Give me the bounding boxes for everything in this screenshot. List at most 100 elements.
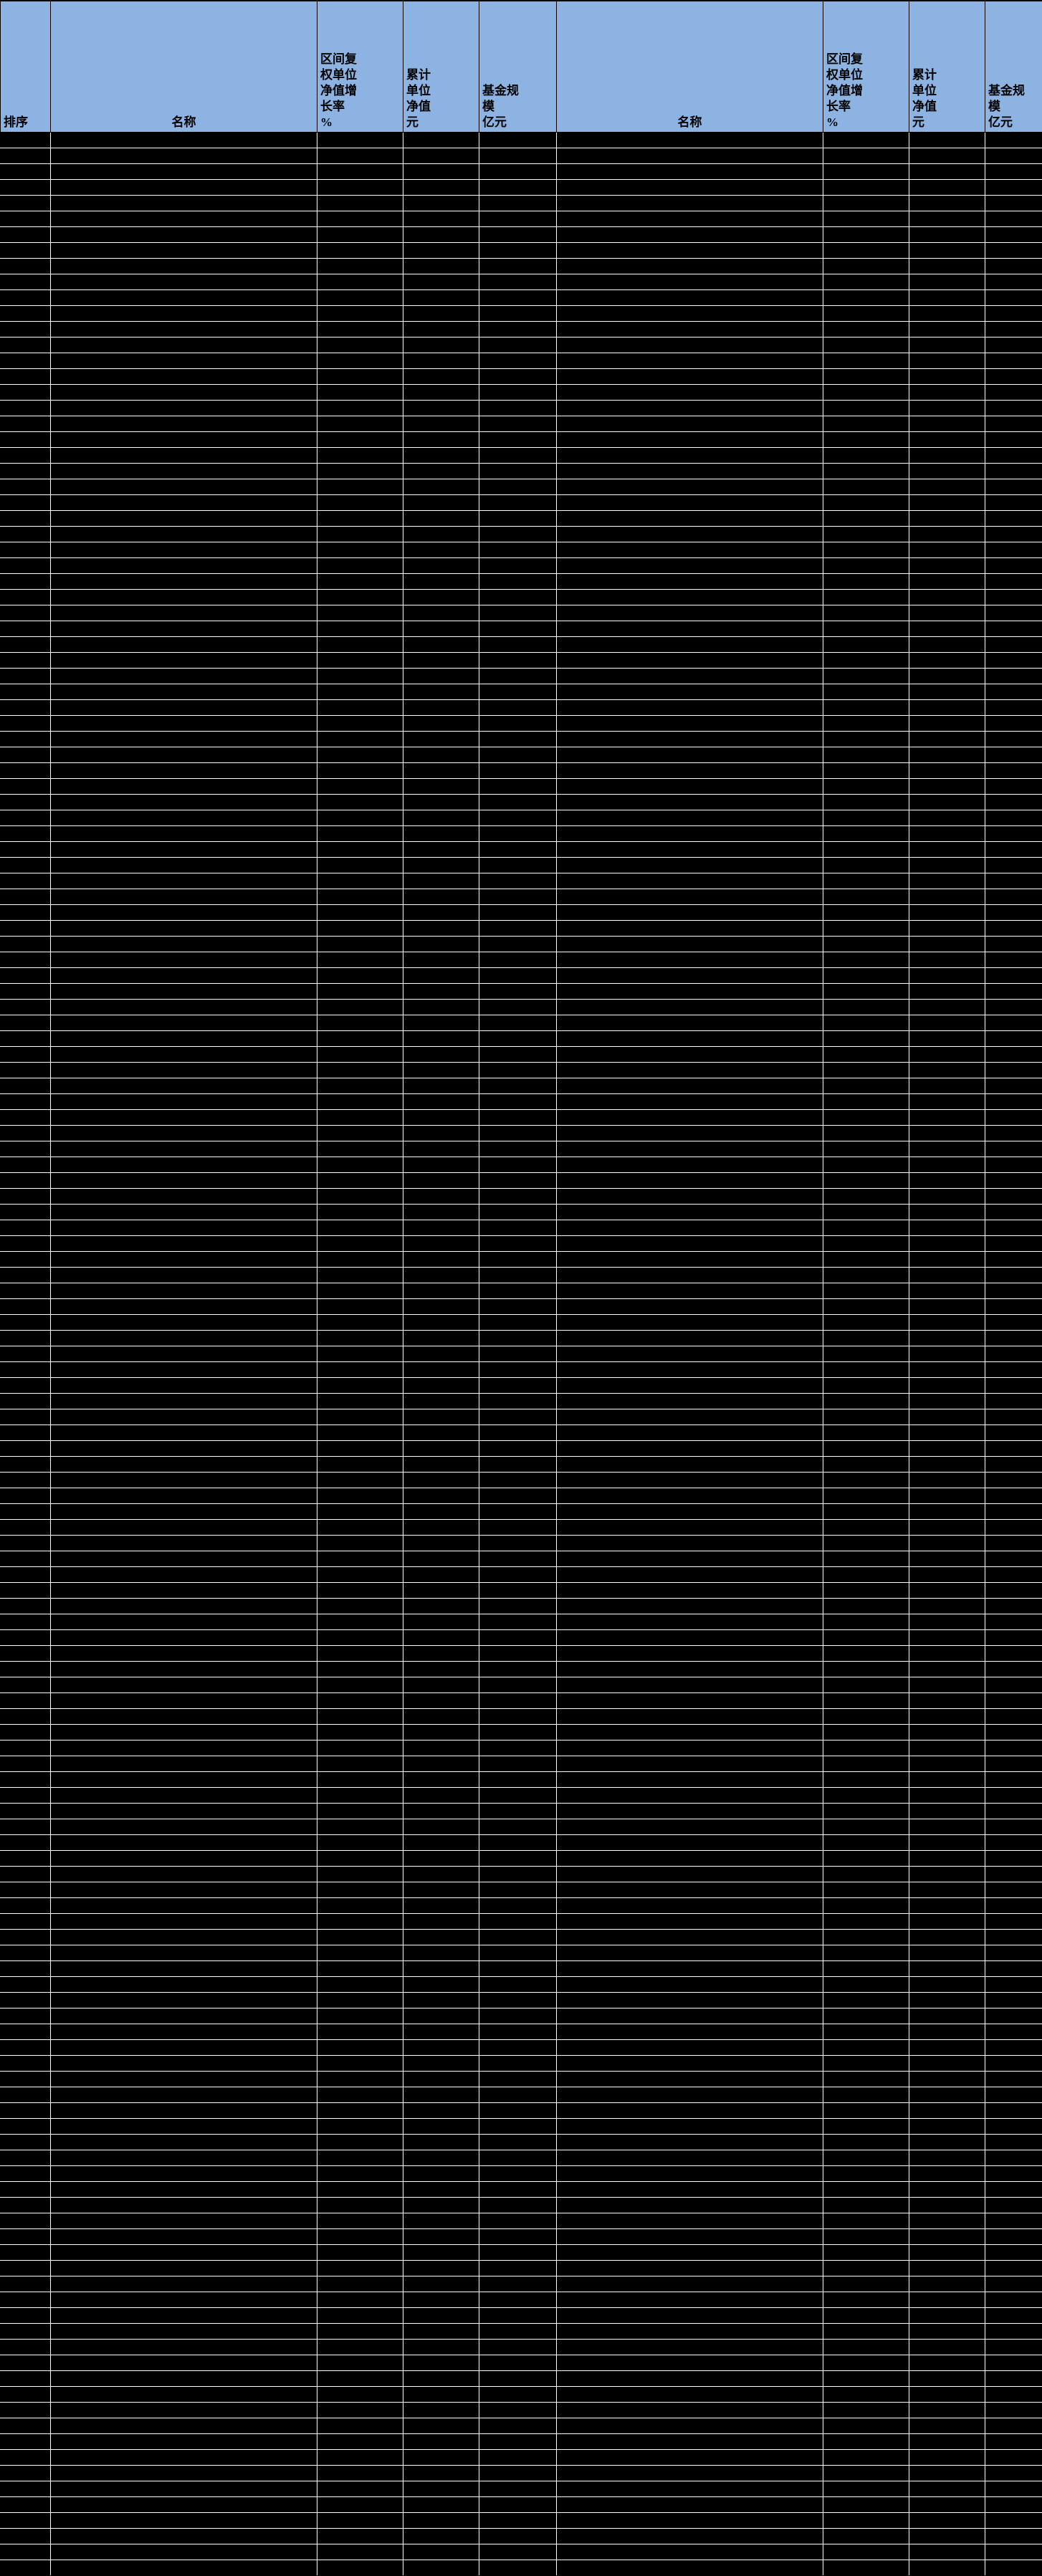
cell-size_r[interactable] xyxy=(985,164,1042,180)
cell-growth_r[interactable] xyxy=(823,2008,909,2024)
table-row[interactable] xyxy=(1,952,1042,968)
cell-name_r[interactable] xyxy=(557,984,823,1000)
cell-nav_l[interactable] xyxy=(403,1867,479,1882)
cell-size_l[interactable] xyxy=(479,1173,557,1189)
cell-growth_l[interactable] xyxy=(317,2340,403,2355)
cell-name_l[interactable] xyxy=(51,1945,317,1961)
cell-growth_r[interactable] xyxy=(823,1536,909,1551)
table-row[interactable] xyxy=(1,826,1042,842)
cell-growth_r[interactable] xyxy=(823,290,909,306)
cell-nav_r[interactable] xyxy=(909,322,985,337)
cell-growth_r[interactable] xyxy=(823,1993,909,2008)
cell-growth_l[interactable] xyxy=(317,1930,403,1945)
cell-name_l[interactable] xyxy=(51,1819,317,1835)
cell-size_l[interactable] xyxy=(479,1867,557,1882)
cell-growth_l[interactable] xyxy=(317,1015,403,1031)
cell-name_l[interactable] xyxy=(51,1898,317,1914)
table-row[interactable] xyxy=(1,1473,1042,1488)
cell-name_r[interactable] xyxy=(557,1504,823,1520)
cell-growth_r[interactable] xyxy=(823,2119,909,2135)
cell-size_r[interactable] xyxy=(985,2150,1042,2166)
cell-nav_r[interactable] xyxy=(909,779,985,795)
cell-name_r[interactable] xyxy=(557,2387,823,2403)
cell-nav_l[interactable] xyxy=(403,2371,479,2387)
cell-growth_r[interactable] xyxy=(823,1630,909,1646)
cell-growth_l[interactable] xyxy=(317,2119,403,2135)
cell-growth_l[interactable] xyxy=(317,921,403,937)
cell-growth_l[interactable] xyxy=(317,1205,403,1220)
cell-growth_l[interactable] xyxy=(317,1882,403,1898)
cell-size_l[interactable] xyxy=(479,243,557,259)
cell-growth_l[interactable] xyxy=(317,1220,403,1236)
cell-rank[interactable] xyxy=(1,1599,51,1614)
cell-growth_l[interactable] xyxy=(317,1914,403,1930)
cell-name_r[interactable] xyxy=(557,1473,823,1488)
cell-nav_r[interactable] xyxy=(909,1599,985,1614)
cell-size_l[interactable] xyxy=(479,416,557,432)
cell-size_l[interactable] xyxy=(479,1741,557,1756)
cell-name_r[interactable] xyxy=(557,1173,823,1189)
cell-growth_r[interactable] xyxy=(823,495,909,511)
cell-size_r[interactable] xyxy=(985,227,1042,243)
cell-size_r[interactable] xyxy=(985,842,1042,858)
cell-rank[interactable] xyxy=(1,1110,51,1126)
cell-nav_r[interactable] xyxy=(909,1693,985,1709)
cell-size_r[interactable] xyxy=(985,2182,1042,2198)
cell-size_r[interactable] xyxy=(985,148,1042,164)
cell-nav_r[interactable] xyxy=(909,1425,985,1441)
cell-rank[interactable] xyxy=(1,259,51,274)
cell-nav_r[interactable] xyxy=(909,605,985,621)
cell-growth_l[interactable] xyxy=(317,432,403,448)
cell-name_r[interactable] xyxy=(557,1599,823,1614)
cell-size_l[interactable] xyxy=(479,1205,557,1220)
cell-nav_l[interactable] xyxy=(403,227,479,243)
cell-growth_r[interactable] xyxy=(823,968,909,984)
cell-name_r[interactable] xyxy=(557,1378,823,1394)
cell-name_l[interactable] xyxy=(51,2150,317,2166)
cell-rank[interactable] xyxy=(1,2024,51,2040)
table-row[interactable] xyxy=(1,1835,1042,1851)
cell-nav_r[interactable] xyxy=(909,937,985,952)
cell-name_l[interactable] xyxy=(51,511,317,527)
cell-nav_r[interactable] xyxy=(909,2340,985,2355)
cell-nav_r[interactable] xyxy=(909,1063,985,1078)
cell-rank[interactable] xyxy=(1,2166,51,2182)
cell-name_r[interactable] xyxy=(557,826,823,842)
cell-nav_r[interactable] xyxy=(909,2560,985,2576)
cell-size_r[interactable] xyxy=(985,1110,1042,1126)
cell-size_r[interactable] xyxy=(985,2434,1042,2450)
cell-size_l[interactable] xyxy=(479,2497,557,2513)
table-row[interactable] xyxy=(1,1315,1042,1331)
cell-growth_l[interactable] xyxy=(317,1126,403,1141)
table-row[interactable] xyxy=(1,747,1042,763)
cell-rank[interactable] xyxy=(1,1315,51,1331)
cell-nav_l[interactable] xyxy=(403,1677,479,1693)
cell-nav_l[interactable] xyxy=(403,243,479,259)
cell-growth_l[interactable] xyxy=(317,1693,403,1709)
cell-nav_l[interactable] xyxy=(403,464,479,479)
cell-size_l[interactable] xyxy=(479,148,557,164)
cell-growth_l[interactable] xyxy=(317,1394,403,1409)
cell-growth_r[interactable] xyxy=(823,1063,909,1078)
table-row[interactable] xyxy=(1,2261,1042,2276)
cell-rank[interactable] xyxy=(1,889,51,905)
cell-growth_l[interactable] xyxy=(317,558,403,574)
cell-name_l[interactable] xyxy=(51,322,317,337)
cell-name_l[interactable] xyxy=(51,826,317,842)
cell-size_r[interactable] xyxy=(985,1220,1042,1236)
cell-name_l[interactable] xyxy=(51,1283,317,1299)
cell-size_r[interactable] xyxy=(985,732,1042,747)
cell-rank[interactable] xyxy=(1,1851,51,1867)
cell-name_r[interactable] xyxy=(557,2135,823,2150)
cell-growth_l[interactable] xyxy=(317,1488,403,1504)
cell-rank[interactable] xyxy=(1,1882,51,1898)
cell-name_l[interactable] xyxy=(51,495,317,511)
cell-name_r[interactable] xyxy=(557,1157,823,1173)
cell-nav_r[interactable] xyxy=(909,1110,985,1126)
cell-growth_r[interactable] xyxy=(823,1835,909,1851)
cell-nav_r[interactable] xyxy=(909,2040,985,2056)
cell-growth_l[interactable] xyxy=(317,1551,403,1567)
cell-size_l[interactable] xyxy=(479,1236,557,1252)
cell-growth_r[interactable] xyxy=(823,416,909,432)
cell-nav_l[interactable] xyxy=(403,1000,479,1015)
